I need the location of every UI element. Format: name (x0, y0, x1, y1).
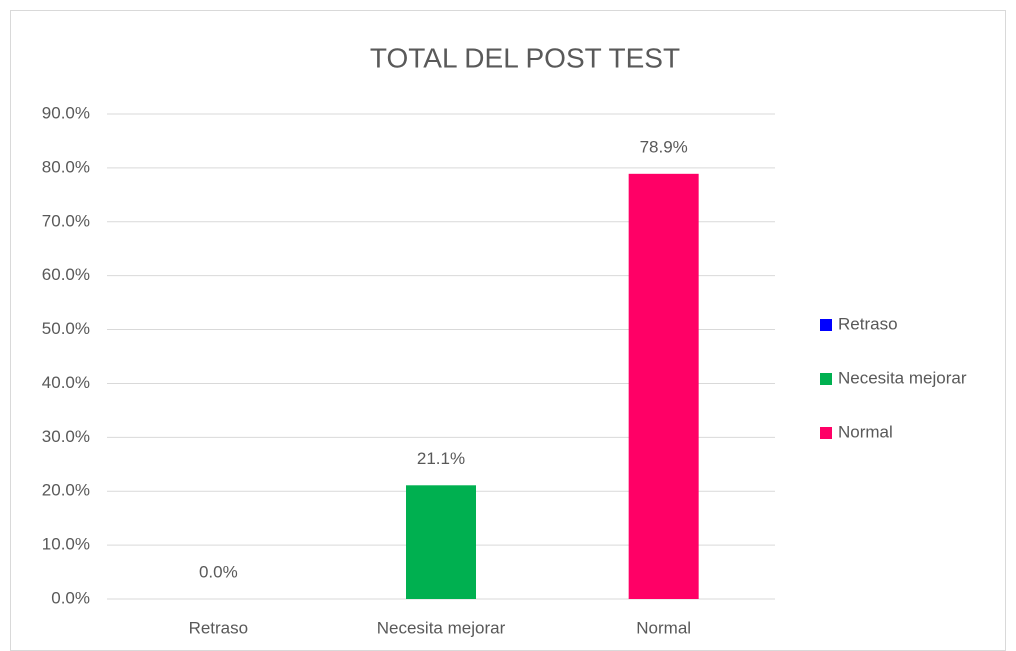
x-tick-label: Retraso (189, 618, 249, 637)
data-label: 0.0% (199, 562, 238, 581)
y-tick-label: 30.0% (42, 427, 90, 446)
bar (628, 173, 699, 600)
legend-label: Necesita mejorar (838, 368, 967, 387)
legend-swatch (820, 319, 832, 331)
y-tick-label: 90.0% (42, 103, 90, 122)
bar (406, 485, 476, 599)
x-tick-label: Necesita mejorar (377, 618, 506, 637)
legend-label: Normal (838, 422, 893, 441)
y-tick-label: 20.0% (42, 481, 90, 500)
legend-label: Retraso (838, 314, 898, 333)
y-tick-label: 50.0% (42, 319, 90, 338)
data-label: 21.1% (417, 449, 465, 468)
y-tick-label: 60.0% (42, 265, 90, 284)
data-label: 78.9% (640, 137, 688, 156)
x-tick-label: Normal (636, 618, 691, 637)
y-tick-label: 70.0% (42, 211, 90, 230)
legend-swatch (820, 373, 832, 385)
y-tick-label: 80.0% (42, 157, 90, 176)
y-tick-label: 0.0% (51, 588, 90, 607)
y-tick-label: 40.0% (42, 373, 90, 392)
y-tick-label: 10.0% (42, 535, 90, 554)
chart-title: TOTAL DEL POST TEST (370, 42, 680, 73)
legend-swatch (820, 427, 832, 439)
chart-border (10, 10, 1006, 651)
